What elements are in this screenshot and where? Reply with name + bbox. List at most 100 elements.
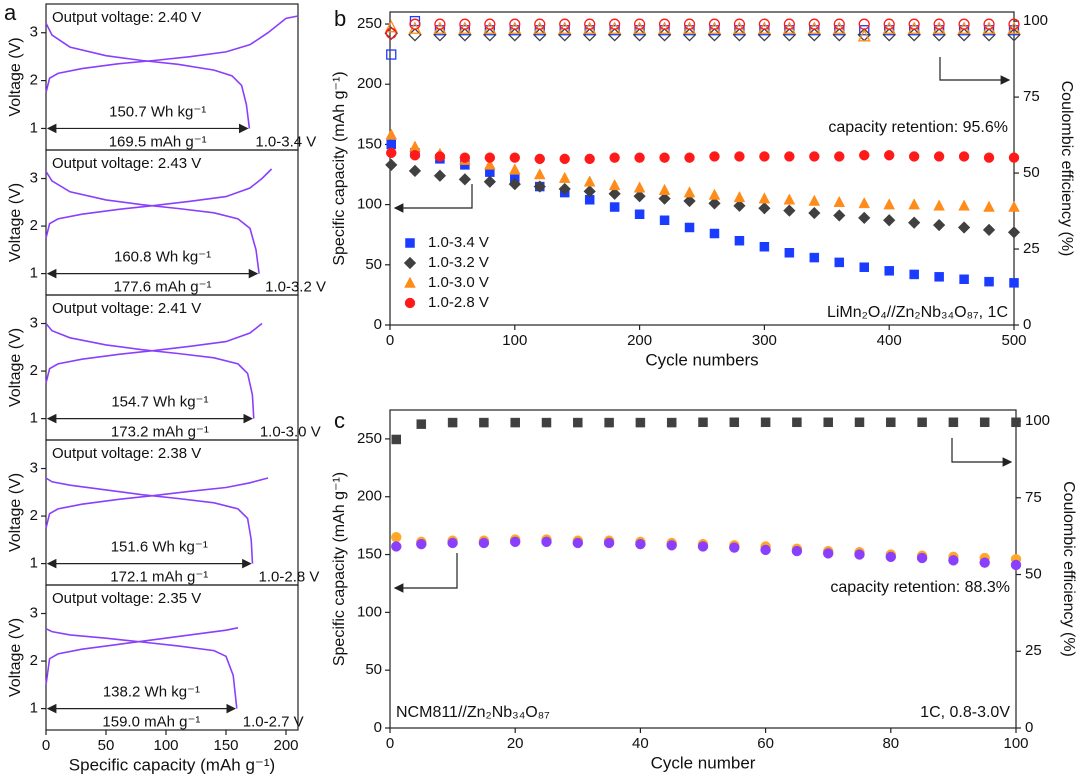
- marker: [385, 128, 398, 140]
- marker: [709, 151, 720, 162]
- x-tick-label: 100: [1003, 735, 1028, 752]
- x-tick-label: 150: [213, 737, 238, 754]
- y-axis-label: Voltage (V): [7, 618, 24, 697]
- marker: [658, 183, 671, 195]
- marker: [541, 417, 552, 428]
- marker: [979, 417, 990, 428]
- legend-marker: [404, 297, 416, 309]
- marker: [510, 536, 521, 548]
- y-tick-label: 1: [30, 410, 38, 427]
- marker: [983, 152, 995, 163]
- marker: [533, 168, 546, 180]
- marker: [666, 417, 677, 428]
- x-tick-label: 80: [882, 735, 899, 752]
- x-tick-label: 40: [632, 735, 649, 752]
- marker: [858, 197, 871, 209]
- annotation: NCM811//Zn₂Nb₃₄O₈₇: [396, 704, 550, 721]
- y-tick-label: 50: [365, 661, 382, 678]
- marker: [572, 537, 583, 549]
- voltage-curve: [45, 627, 238, 709]
- marker: [603, 537, 615, 549]
- y-tick-label: 2: [30, 507, 38, 524]
- marker: [609, 18, 621, 30]
- y-tick-label: 150: [357, 135, 382, 152]
- marker: [559, 18, 571, 30]
- y-axis-label: Voltage (V): [7, 473, 24, 552]
- marker: [533, 180, 546, 193]
- marker: [907, 216, 921, 229]
- y-tick-label: 200: [357, 488, 382, 505]
- marker: [783, 193, 796, 205]
- marker: [459, 152, 471, 163]
- y2-axis-label: Coulombic efficiency (%): [1060, 481, 1077, 657]
- y2-tick-label: 100: [1025, 412, 1050, 429]
- marker: [823, 548, 834, 559]
- y-tick-label: 0: [374, 316, 382, 333]
- y-axis-label: Voltage (V): [7, 183, 24, 262]
- marker: [409, 18, 421, 30]
- marker: [792, 417, 802, 428]
- marker: [823, 417, 833, 428]
- marker: [1008, 200, 1020, 212]
- marker: [886, 417, 896, 428]
- marker: [658, 18, 671, 30]
- marker: [734, 151, 745, 162]
- y-tick-label: 150: [357, 546, 382, 563]
- marker: [434, 151, 446, 162]
- annotation: LiMn₂O₄//Zn₂Nb₃₄O₈₇, 1C: [827, 304, 1008, 321]
- marker: [558, 182, 571, 196]
- marker: [458, 173, 472, 186]
- legend-marker: [405, 238, 415, 248]
- marker: [385, 158, 398, 172]
- y-tick-label: 1: [30, 265, 38, 282]
- axis-arrow: [393, 553, 458, 593]
- marker: [683, 186, 696, 198]
- marker: [708, 188, 721, 200]
- marker: [983, 200, 995, 212]
- marker: [609, 152, 620, 163]
- annotation: capacity retention: 88.3%: [830, 579, 1010, 596]
- voltage-curve: [45, 168, 273, 239]
- marker: [882, 214, 896, 227]
- energy-label: 151.6 Wh kg⁻¹: [111, 539, 208, 556]
- marker: [609, 202, 620, 212]
- marker: [1009, 278, 1019, 288]
- marker: [948, 417, 959, 428]
- marker: [459, 18, 471, 30]
- x-tick-label: 0: [386, 735, 394, 752]
- y-tick-label: 250: [357, 430, 382, 447]
- marker: [634, 152, 645, 163]
- x-tick-label: 60: [757, 735, 774, 752]
- marker: [833, 18, 845, 30]
- x-tick-label: 0: [386, 332, 394, 349]
- marker: [658, 192, 671, 205]
- marker: [854, 549, 865, 560]
- marker: [391, 434, 402, 445]
- legend-label: 1.0-3.2 V: [428, 254, 489, 271]
- marker: [684, 222, 695, 233]
- marker: [982, 223, 996, 237]
- marker: [854, 417, 865, 428]
- marker: [734, 235, 745, 246]
- marker: [698, 417, 708, 428]
- marker: [534, 18, 546, 30]
- marker: [1007, 226, 1021, 239]
- y-tick-label: 250: [357, 15, 382, 32]
- marker: [979, 557, 990, 568]
- panel-label: a: [4, 0, 17, 25]
- marker: [809, 151, 820, 162]
- marker: [708, 197, 721, 210]
- marker: [733, 199, 746, 213]
- marker: [573, 417, 583, 428]
- marker: [433, 169, 447, 182]
- panel-title: Output voltage: 2.38 V: [52, 445, 201, 462]
- marker: [729, 542, 740, 553]
- marker: [635, 538, 646, 550]
- marker: [917, 417, 927, 428]
- marker: [558, 171, 571, 183]
- marker: [634, 209, 645, 219]
- annotation: 1C, 0.8-3.0V: [920, 704, 1010, 721]
- y2-tick-label: 100: [1023, 12, 1048, 29]
- voltage-curve: [45, 170, 260, 274]
- voltage-curve: [45, 322, 263, 384]
